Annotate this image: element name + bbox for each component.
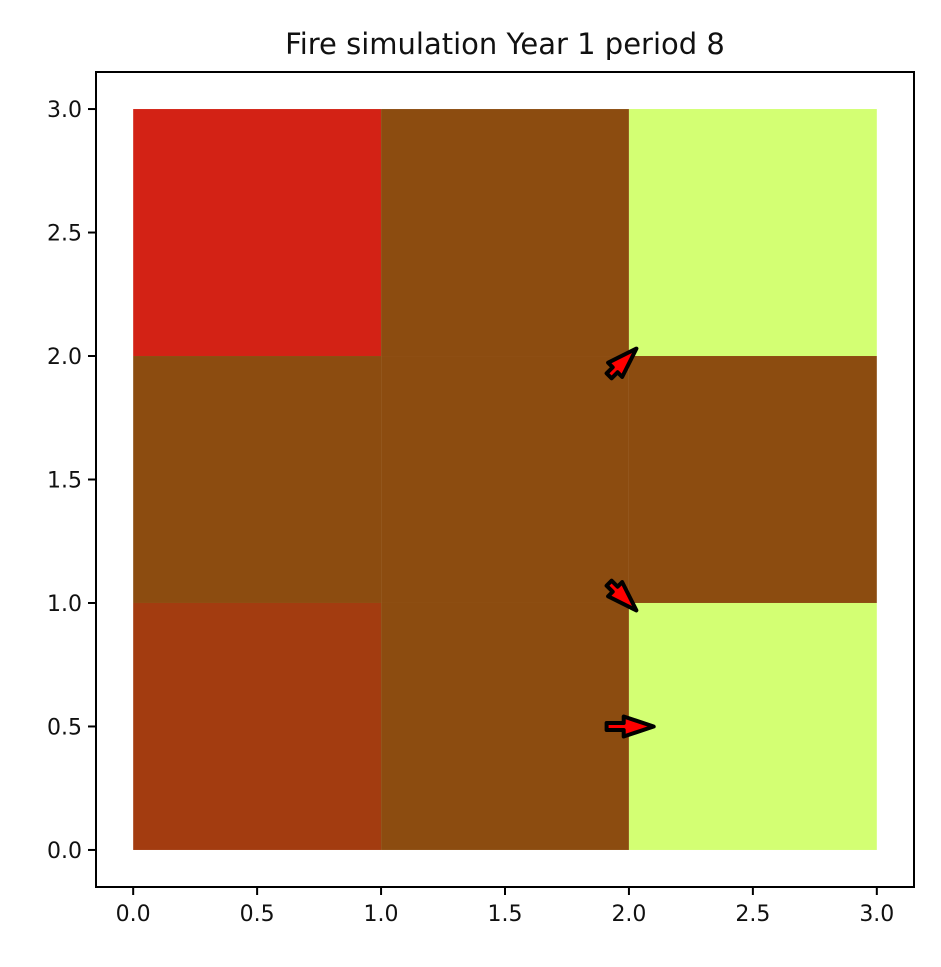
grid-cell: [628, 602, 877, 850]
spread-arrow: [604, 714, 656, 739]
y-tick-label: 0.0: [47, 839, 82, 864]
arrows-layer: [604, 346, 656, 739]
grid-cell: [133, 356, 382, 603]
grid-cell: [381, 356, 629, 603]
grid-cell: [133, 602, 382, 850]
grid-cell: [381, 602, 629, 850]
y-tick-label: 1.5: [47, 469, 82, 494]
spread-arrow: [604, 578, 639, 613]
x-tick-label: 0.5: [240, 902, 275, 927]
x-tick-label: 2.0: [611, 902, 646, 927]
y-tick-label: 0.5: [47, 715, 82, 740]
cells-layer: [133, 109, 877, 850]
x-tick-label: 1.5: [488, 902, 523, 927]
y-tick-label: 2.5: [47, 222, 82, 247]
grid-cell: [381, 109, 629, 357]
grid-cell: [133, 109, 382, 357]
spread-arrow: [604, 346, 639, 381]
x-tick-label: 0.0: [116, 902, 151, 927]
grid-cell: [628, 109, 877, 357]
chart-title: Fire simulation Year 1 period 8: [285, 27, 725, 61]
x-axis: 0.0 0.5 1.0 1.5 2.0 2.5 3.0: [116, 887, 894, 927]
y-tick-label: 2.0: [47, 345, 82, 370]
x-tick-label: 2.5: [735, 902, 770, 927]
y-tick-label: 1.0: [47, 592, 82, 617]
x-tick-label: 3.0: [859, 902, 894, 927]
y-tick-label: 3.0: [47, 98, 82, 123]
y-axis: 0.0 0.5 1.0 1.5 2.0 2.5 3.0: [47, 98, 96, 864]
grid-cell: [628, 356, 877, 603]
x-tick-label: 1.0: [364, 902, 399, 927]
